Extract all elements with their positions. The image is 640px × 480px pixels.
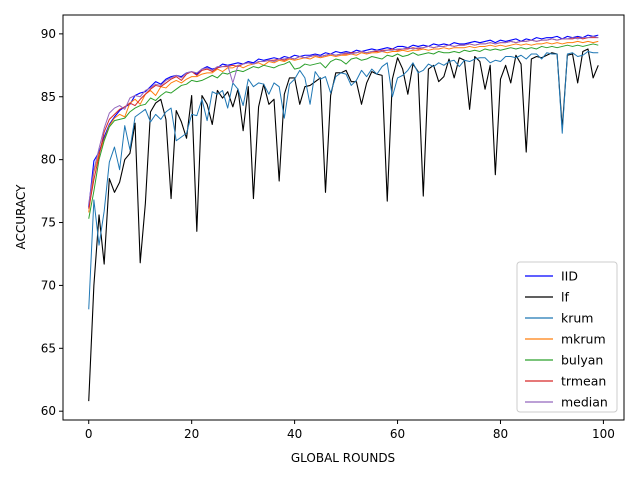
legend-label-lf: lf	[561, 290, 569, 305]
legend-label-median: median	[561, 395, 608, 410]
x-tick-label: 80	[493, 427, 508, 441]
x-tick-label: 0	[85, 427, 93, 441]
x-tick-label: 60	[390, 427, 405, 441]
series-line-krum	[88, 50, 599, 310]
y-tick-label: 60	[41, 404, 56, 418]
y-tick-label: 65	[41, 341, 56, 355]
series-line-median	[88, 35, 599, 204]
legend-frame	[516, 261, 618, 413]
legend-label-mkrum: mkrum	[561, 332, 606, 347]
axes-frame	[62, 14, 625, 421]
series-line-lf	[88, 48, 599, 402]
legend-label-bulyan: bulyan	[561, 353, 603, 368]
x-axis-label: GLOBAL ROUNDS	[291, 451, 395, 465]
y-tick-label: 80	[41, 153, 56, 167]
series-line-bulyan	[88, 43, 599, 219]
legend: IID lf krum mkrum bulyan trmean median	[516, 261, 618, 413]
y-tick-label: 75	[41, 216, 56, 230]
series-layer	[88, 34, 599, 402]
y-tick-label: 70	[41, 278, 56, 292]
y-axis-ticks: 60 65 70 75 80 85 90	[41, 27, 63, 418]
x-tick-label: 100	[592, 427, 615, 441]
y-tick-label: 85	[41, 90, 56, 104]
legend-label-krum: krum	[561, 311, 593, 326]
legend-label-trmean: trmean	[561, 374, 606, 389]
legend-items: IID lf krum mkrum bulyan trmean median	[525, 269, 608, 410]
y-axis-label: ACCURACY	[14, 184, 28, 250]
x-axis-ticks: 0 20 40 60 80 100	[85, 420, 615, 441]
x-tick-label: 20	[184, 427, 199, 441]
plot-area	[62, 14, 625, 421]
series-line-mkrum	[88, 40, 599, 213]
x-tick-label: 40	[287, 427, 302, 441]
series-line-iid	[88, 34, 599, 208]
legend-label-iid: IID	[561, 269, 578, 284]
y-tick-label: 90	[41, 27, 56, 41]
